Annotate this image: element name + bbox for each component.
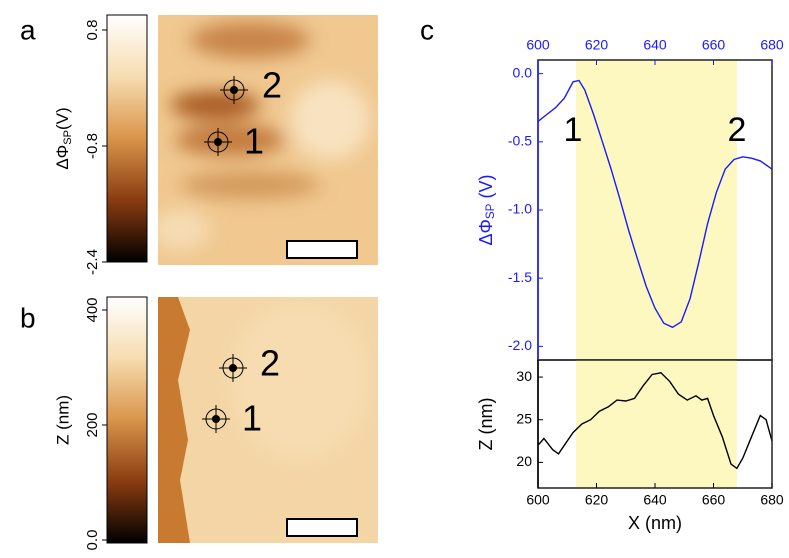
x-tick-label: 680 — [760, 37, 784, 53]
y-tick-label: 400 — [84, 297, 101, 322]
y-tick-label: -0.8 — [84, 133, 101, 159]
kpfm-image — [158, 15, 378, 265]
y-tick-label: -2.4 — [84, 249, 101, 275]
colorbar — [106, 14, 148, 263]
y-tick-label: 0.0 — [513, 64, 533, 80]
y-tick-label: 20 — [516, 453, 532, 469]
y-tick-label: 200 — [84, 412, 101, 437]
marker-label: 1 — [242, 398, 262, 439]
x-tick-label: 660 — [702, 492, 726, 508]
annotation: 1 — [564, 111, 583, 149]
label-part: ΔΦ — [53, 145, 72, 170]
y-tick-label: -0.5 — [508, 133, 532, 149]
x-tick-label: 640 — [643, 492, 667, 508]
y-tick-label: 0.8 — [84, 20, 101, 41]
marker-label: 2 — [260, 343, 280, 384]
label-sub: SP — [62, 130, 74, 145]
marker-label: 1 — [244, 121, 264, 162]
y-axis-label: ΔΦSP(V) — [53, 107, 73, 169]
annotation: 2 — [728, 111, 747, 149]
label-sub: SP — [484, 203, 497, 219]
x-tick-label: 680 — [760, 492, 784, 508]
panel-label: c — [420, 14, 434, 45]
panel-label: a — [20, 14, 36, 45]
label-part: ΔΦ — [476, 219, 496, 245]
y-axis-label: Z (nm) — [53, 395, 72, 445]
highlight-region — [576, 60, 737, 360]
line — [537, 372, 773, 470]
y-axis-label: Z (nm) — [476, 398, 496, 451]
panel-label: b — [20, 302, 36, 333]
scale-bar — [286, 518, 358, 537]
line — [537, 79, 773, 329]
x-tick-label: 600 — [526, 37, 550, 53]
y-tick-label: 0.0 — [84, 530, 101, 551]
y-tick-label: -1.5 — [508, 269, 532, 285]
x-tick-label: 640 — [643, 37, 667, 53]
highlight-region — [576, 360, 737, 488]
label-part: (V) — [53, 107, 72, 130]
y-axis-label: ΔΦSP (V) — [476, 175, 497, 246]
marker-label: 2 — [262, 65, 282, 106]
scale-bar — [286, 240, 358, 259]
y-tick-label: -1.0 — [508, 201, 532, 217]
y-tick-label: 25 — [516, 410, 532, 426]
x-axis-label: X (nm) — [628, 513, 682, 533]
y-tick-label: -2.0 — [508, 337, 532, 353]
topography-image — [158, 297, 378, 543]
x-tick-label: 620 — [585, 37, 609, 53]
x-tick-label: 660 — [702, 37, 726, 53]
x-tick-label: 600 — [526, 492, 550, 508]
label-part: (V) — [476, 175, 496, 204]
colorbar — [106, 296, 148, 544]
y-tick-label: 30 — [516, 368, 532, 384]
x-tick-label: 620 — [585, 492, 609, 508]
